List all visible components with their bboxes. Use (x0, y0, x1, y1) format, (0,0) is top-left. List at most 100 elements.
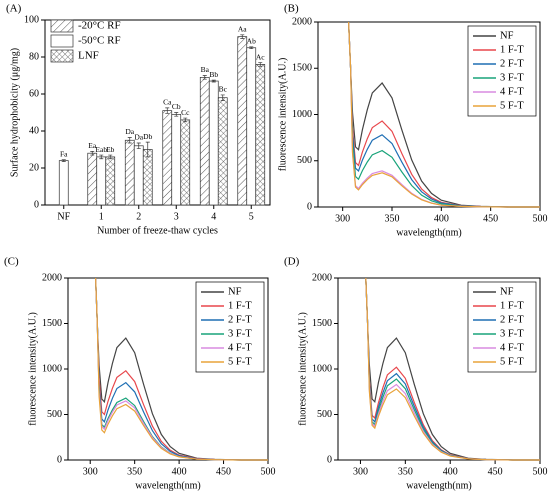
x-tick-label: 500 (533, 213, 548, 224)
y-tick-label: 2000 (292, 16, 312, 27)
significance-label: Db (143, 132, 152, 141)
significance-label: Eb (106, 145, 115, 154)
y-tick-label: 0 (307, 201, 312, 212)
significance-label: Cb (172, 102, 181, 111)
significance-label: Fa (60, 149, 68, 158)
legend-swatch (50, 19, 74, 33)
x-tick-label: 4 (211, 211, 216, 222)
x-tick-label: 350 (385, 213, 400, 224)
y-tick-label: 1000 (292, 109, 312, 120)
x-tick-label: 5 (249, 211, 254, 222)
y-tick-label: 2000 (42, 272, 62, 283)
panel-label: (C) (4, 256, 19, 268)
significance-label: Ca (163, 98, 172, 107)
y-tick-label: 1500 (42, 318, 62, 329)
bar (199, 76, 210, 206)
y-axis-label: fluorescence intensity(A.U.) (277, 58, 288, 172)
significance-label: Aa (238, 25, 247, 34)
bar (133, 145, 144, 206)
spectrum-line (95, 277, 268, 461)
error-bar (108, 154, 113, 160)
significance-label: Bb (209, 70, 218, 79)
bar (237, 36, 248, 206)
legend-label: NF (500, 286, 514, 297)
bar (255, 64, 266, 206)
y-axis-label: Surface hydrophobicity (μg/mg) (9, 48, 20, 177)
y-tick-label: 1000 (42, 363, 62, 374)
legend-label: 1 F-T (500, 300, 524, 311)
error-bar (220, 94, 225, 101)
legend-label: 2 F-T (500, 314, 524, 325)
spectrum-line (365, 277, 540, 461)
legend-swatch (50, 34, 74, 48)
y-tick-label: 500 (317, 409, 332, 420)
x-tick-label: 450 (483, 213, 498, 224)
error-bar (145, 141, 150, 158)
legend-label: -20°C RF (78, 20, 121, 32)
bar (162, 110, 173, 206)
legend-label: 3 F-T (500, 328, 524, 339)
legend-label: NF (228, 286, 242, 297)
legend-label: 2 F-T (228, 314, 252, 325)
y-tick-label: 0 (34, 199, 39, 210)
significance-label: Bc (219, 85, 228, 94)
legend-box (195, 281, 265, 373)
plot-frame (44, 19, 271, 206)
y-tick-label: 1500 (292, 63, 312, 74)
significance-label: Ab (247, 37, 256, 46)
y-axis-label: fluorescence intensity(A.U.) (27, 312, 38, 426)
bar (87, 152, 98, 206)
bar (208, 80, 219, 206)
y-tick-label: 2000 (312, 272, 332, 283)
significance-label: Ac (256, 52, 265, 61)
legend-label: 3 F-T (228, 328, 252, 339)
bar (180, 119, 191, 206)
legend-label: 4 F-T (500, 86, 524, 97)
legend-label: 1 F-T (228, 300, 252, 311)
y-tick-label: 20 (29, 162, 39, 173)
x-tick-label: 400 (172, 466, 187, 477)
bar (58, 160, 69, 206)
legend-label: 4 F-T (228, 342, 252, 353)
legend-label: 5 F-T (500, 100, 524, 111)
x-tick-label: 3 (174, 211, 179, 222)
error-bar (240, 34, 245, 39)
x-tick-label: 350 (127, 466, 142, 477)
bar (124, 139, 135, 206)
error-bar (127, 137, 132, 144)
x-tick-label: 500 (261, 466, 276, 477)
panel-label: (D) (284, 256, 300, 268)
legend-box (467, 281, 537, 373)
significance-label: Da (125, 127, 134, 136)
x-tick-label: 400 (434, 213, 449, 224)
x-tick-label: 450 (488, 466, 503, 477)
x-tick-label: 350 (398, 466, 413, 477)
panel-label: (B) (284, 3, 299, 15)
error-bar (211, 79, 216, 83)
x-tick-label: 2 (136, 211, 141, 222)
x-tick-label: NF (57, 211, 70, 222)
x-tick-label: 450 (216, 466, 231, 477)
x-tick-label: 400 (443, 466, 458, 477)
error-bar (61, 159, 66, 162)
legend-label: 4 F-T (500, 342, 524, 353)
y-tick-label: 500 (297, 155, 312, 166)
legend-label: 5 F-T (228, 356, 252, 367)
y-axis-label: fluorescence intensity(A.U.) (297, 312, 308, 426)
error-bar (183, 117, 188, 123)
y-tick-label: 0 (57, 454, 62, 465)
y-tick-label: 500 (47, 409, 62, 420)
x-axis-label: Number of freeze-thaw cycles (97, 225, 218, 236)
legend-swatch (50, 49, 74, 63)
legend-label: 3 F-T (500, 72, 524, 83)
x-tick-label: 300 (353, 466, 368, 477)
legend-label: -50°C RF (78, 35, 121, 47)
significance-label: Cc (181, 108, 190, 117)
legend-label: 2 F-T (500, 58, 524, 69)
y-tick-label: 0 (327, 454, 332, 465)
error-bar (202, 75, 207, 80)
error-bar (249, 46, 254, 50)
significance-label: Ea (88, 141, 97, 150)
x-tick-label: 300 (83, 466, 98, 477)
